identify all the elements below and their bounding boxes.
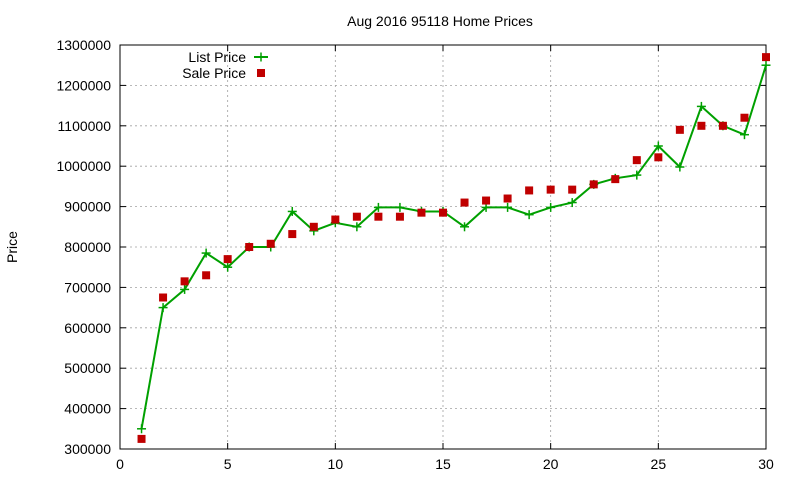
- sale-price-point-0: [137, 434, 146, 443]
- x-tick-label-2: 10: [328, 456, 344, 472]
- sale-price-point-1: [159, 293, 168, 302]
- sale-price-point-5: [245, 243, 254, 251]
- y-axis-title: Price: [4, 231, 20, 263]
- list-price-point-15: [460, 222, 470, 232]
- list-price-point-29: [761, 60, 771, 70]
- list-price-point-18: [524, 210, 534, 220]
- legend-label-sale-price: Sale Price: [182, 65, 246, 81]
- list-price-point-1: [158, 303, 168, 313]
- y-tick-label-2: 500000: [64, 360, 111, 376]
- sale-price-point-18: [525, 186, 534, 195]
- sale-price-point-23: [632, 156, 641, 165]
- x-tick-label-5: 25: [651, 456, 667, 472]
- chart-title: Aug 2016 95118 Home Prices: [347, 13, 533, 29]
- sale-price-point-9: [331, 215, 340, 224]
- list-price-point-20: [567, 198, 577, 208]
- legend-swatch-marker-list-price: [256, 52, 266, 62]
- sale-price-point-3: [202, 271, 211, 280]
- sale-price-point-4: [223, 255, 232, 264]
- y-tick-label-0: 300000: [64, 441, 111, 457]
- y-tick-label-9: 1200000: [56, 77, 111, 93]
- sale-price-point-17: [503, 194, 512, 203]
- sale-price-point-10: [352, 212, 361, 221]
- x-tick-label-0: 0: [116, 456, 124, 472]
- series: [137, 53, 771, 443]
- list-price-point-3: [201, 248, 211, 258]
- sale-price-point-2: [180, 277, 189, 286]
- x-tick-label-6: 30: [758, 456, 774, 472]
- y-tick-label-6: 900000: [64, 199, 111, 215]
- list-price-point-23: [632, 170, 642, 180]
- y-tick-label-3: 600000: [64, 320, 111, 336]
- list-price-point-10: [352, 222, 362, 232]
- sale-price-point-13: [417, 208, 426, 217]
- legend-item-sale-price: Sale Price: [182, 65, 265, 81]
- legend-item-list-price: List Price: [188, 49, 268, 65]
- sale-price-point-21: [589, 180, 598, 189]
- list-price-point-19: [546, 202, 556, 212]
- list-price-point-4: [223, 262, 233, 272]
- sale-price-point-6: [266, 239, 275, 248]
- sale-price-point-25: [675, 125, 684, 134]
- legend-label-list-price: List Price: [188, 49, 246, 65]
- sale-price-point-15: [460, 198, 469, 207]
- x-tick-label-3: 15: [435, 456, 451, 472]
- y-tick-label-5: 800000: [64, 239, 111, 255]
- sale-price-point-29: [762, 53, 770, 62]
- sale-price-point-16: [482, 196, 491, 205]
- sale-price-point-26: [697, 121, 706, 130]
- tick-labels: 0 5 10 15 20 25 30 300000 400000 500000 600000 7000…: [56, 37, 774, 472]
- list-price-point-11: [373, 202, 383, 212]
- y-tick-label-1: 400000: [64, 401, 111, 417]
- sale-price-point-20: [568, 185, 577, 194]
- axes: [119, 44, 767, 450]
- series-sale-price: [137, 53, 770, 443]
- y-tick-label-8: 1100000: [58, 118, 112, 134]
- list-price-point-12: [395, 202, 405, 212]
- list-price-point-26: [696, 101, 706, 111]
- y-tick-label-7: 1000000: [56, 158, 111, 174]
- y-tick-label-10: 1300000: [56, 37, 111, 53]
- sale-price-point-8: [309, 222, 318, 231]
- list-price-point-24: [653, 141, 663, 151]
- x-tick-label-4: 20: [543, 456, 559, 472]
- list-price-point-28: [739, 130, 749, 140]
- sale-price-point-12: [395, 212, 404, 221]
- list-price-point-17: [503, 202, 513, 212]
- sale-price-point-28: [740, 113, 749, 122]
- sale-price-point-11: [374, 212, 383, 221]
- list-price-point-7: [287, 206, 297, 216]
- list-price-point-0: [137, 424, 147, 434]
- sale-price-point-27: [718, 121, 727, 130]
- sale-price-point-7: [288, 230, 297, 239]
- sale-price-point-19: [546, 185, 555, 194]
- sale-price-point-14: [439, 208, 447, 217]
- sale-price-point-24: [654, 153, 663, 162]
- list-price-point-2: [180, 284, 190, 294]
- sale-price-point-22: [611, 175, 620, 184]
- x-tick-label-1: 5: [224, 456, 232, 472]
- y-tick-label-4: 700000: [64, 279, 111, 295]
- list-price-point-25: [675, 162, 685, 172]
- grid-lines: [120, 45, 766, 449]
- legend-swatch-marker-sale-price: [257, 69, 265, 77]
